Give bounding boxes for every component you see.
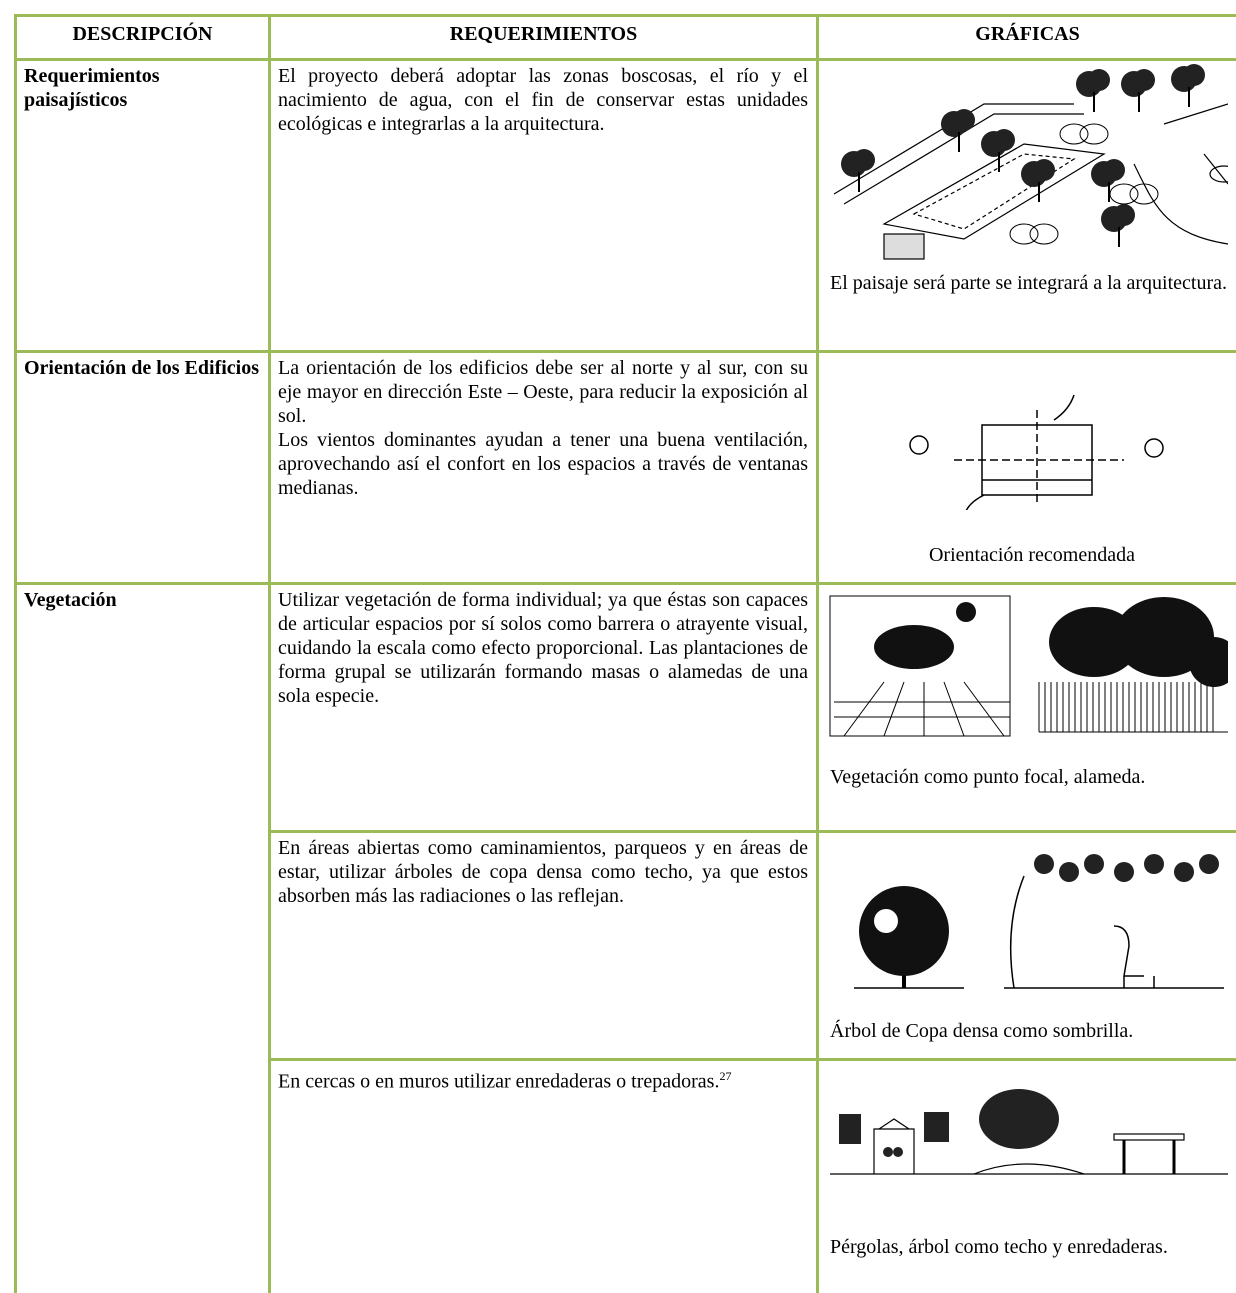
figure [854,854,1224,989]
requirement: En cercas o en muros utilizar enredadera… [278,1064,808,1094]
caption: Árbol de Copa densa como sombrilla. [830,1020,1134,1042]
header-cell: GRÁFICAS [975,23,1080,45]
row-description: Orientación de los Edificios [24,357,259,379]
requirement: El proyecto deberá adoptar las zonas bos… [278,64,808,136]
paragraph: Utilizar vegetación de forma individual;… [278,589,808,707]
row-description: Vegetación [24,589,117,611]
caption: El paisaje será parte se integrará a la … [830,272,1228,294]
figure [909,394,1164,510]
paragraph: En cercas o en muros utilizar enredadera… [278,1069,732,1093]
paragraph: El proyecto deberá adoptar las zonas bos… [278,65,808,135]
border-line [816,14,819,1293]
border-line [14,58,1236,61]
border-line [268,14,271,1293]
row-description: Requerimientos paisajísticos [24,65,160,111]
footnote: 27 [719,1069,732,1083]
figure [829,595,1228,737]
header-cell: REQUERIMIENTOS [449,23,638,45]
header-cell: DESCRIPCIÓN [72,23,213,45]
caption: Vegetación como punto focal, alameda. [830,766,1146,788]
caption: Orientación recomendada [928,544,1135,566]
requirement: Utilizar vegetación de forma individual;… [278,588,808,708]
figure [830,1089,1228,1175]
requirement: En áreas abiertas como caminamientos, pa… [278,836,808,908]
border-line [14,14,1236,17]
requirement: La orientación de los edificios debe ser… [278,356,808,500]
border-line [268,830,1236,833]
border-line [14,350,1236,353]
figure [833,64,1228,260]
paragraph: Los vientos dominantes ayudan a tener un… [278,429,808,499]
border-line [14,582,1236,585]
caption: Pérgolas, árbol como techo y enredaderas… [830,1236,1168,1258]
border-line [14,14,17,1293]
paragraph: En áreas abiertas como caminamientos, pa… [278,837,808,907]
border-line [268,1058,1236,1061]
paragraph: La orientación de los edificios debe ser… [278,357,808,427]
